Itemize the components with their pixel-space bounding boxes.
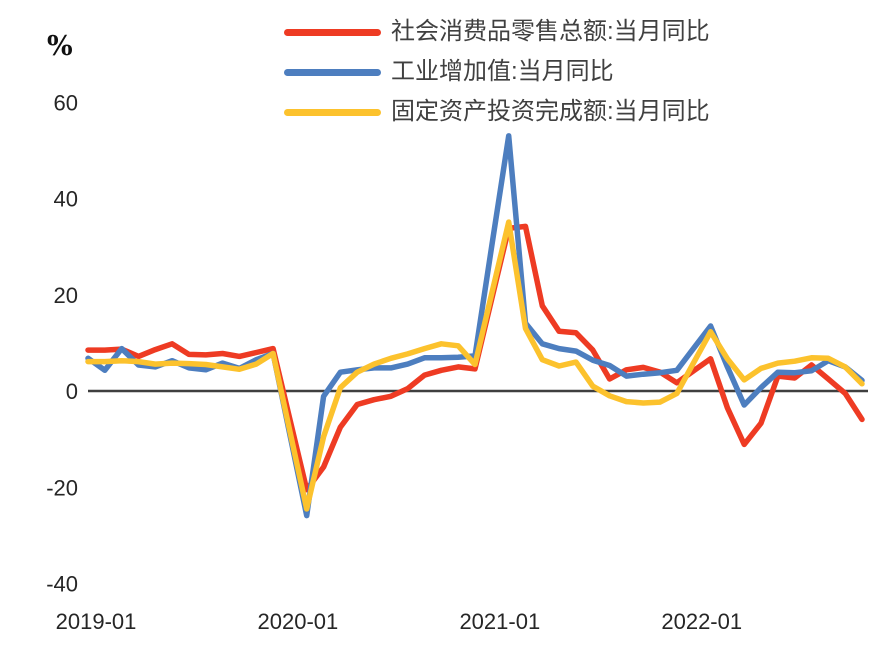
- x-tick-label: 2020-01: [258, 609, 339, 634]
- x-tick-label: 2022-01: [661, 609, 742, 634]
- y-tick-label: -40: [46, 572, 78, 597]
- series-line-1: [85, 133, 865, 519]
- legend-item: 工业增加值:当月同比: [284, 52, 710, 92]
- legend-swatch: [284, 108, 381, 116]
- legend-label: 工业增加值:当月同比: [391, 58, 614, 85]
- axis-layer: 60 40 20 0 -20 -40 2019-01 2020-01 2021-01 2022-0…: [46, 90, 868, 634]
- legend-item: 固定资产投资完成额:当月同比: [284, 92, 710, 132]
- series-line-2: [85, 219, 865, 512]
- legend-label: 社会消费品零售总额:当月同比: [391, 18, 710, 45]
- legend: 社会消费品零售总额:当月同比 工业增加值:当月同比固定资产投资完成额:当月同比: [284, 12, 710, 132]
- y-tick-label: 20: [54, 283, 78, 308]
- legend-swatch: [284, 28, 381, 36]
- x-tick-label: 2019-01: [56, 609, 137, 634]
- x-tick-label: 2021-01: [459, 609, 540, 634]
- y-tick-label: 0: [66, 379, 78, 404]
- legend-item: 社会消费品零售总额:当月同比: [284, 12, 710, 52]
- series-line-0: [85, 223, 865, 493]
- y-tick-label: 40: [54, 187, 78, 212]
- legend-label: 固定资产投资完成额:当月同比: [391, 98, 710, 125]
- legend-swatch: [284, 68, 381, 76]
- y-tick-label: -20: [46, 475, 78, 500]
- y-axis-unit-label: %: [47, 31, 73, 62]
- y-tick-label: 60: [54, 90, 78, 115]
- series-lines: [85, 133, 865, 519]
